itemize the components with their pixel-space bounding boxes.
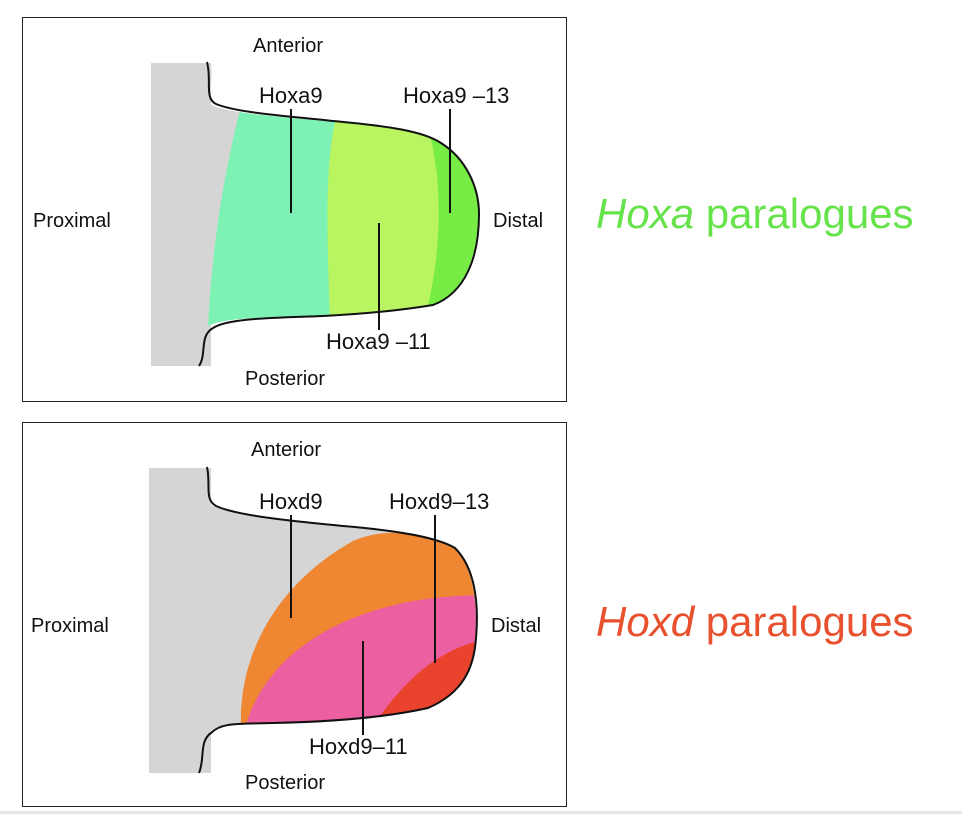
- hoxa-posterior-label: Posterior: [245, 368, 325, 390]
- hoxd9-11-gene-label: Hoxd9–11: [309, 734, 408, 759]
- hoxd-diagram-panel: Anterior Posterior Proximal Distal Hoxd9…: [22, 422, 567, 807]
- hoxd-anterior-label: Anterior: [251, 439, 321, 461]
- hoxa-diagram-panel: Anterior Posterior Proximal Distal Hoxa9…: [22, 17, 567, 402]
- hoxd-paralogues-title: Hoxd paralogues: [596, 598, 914, 646]
- hoxd-title-italic: Hoxd: [596, 598, 695, 645]
- hoxa-limb-bud-diagram: Anterior Posterior Proximal Distal Hoxa9…: [33, 35, 543, 390]
- hoxa-title-rest: paralogues: [694, 190, 914, 237]
- hoxa-body-wall-top: [151, 63, 212, 103]
- hoxd9-gene-label: Hoxd9: [259, 489, 323, 514]
- hoxd9-13-gene-label: Hoxd9–13: [389, 489, 489, 514]
- hoxd-limb-bud-outline: [198, 466, 478, 774]
- hoxa9-gene-label: Hoxa9: [259, 83, 323, 108]
- hoxa-anterior-label: Anterior: [253, 35, 323, 57]
- bottom-divider: [0, 811, 962, 814]
- hoxa-limb-bud-outline: [198, 61, 481, 367]
- hoxa-distal-label: Distal: [493, 210, 543, 232]
- hoxd-distal-label: Distal: [491, 615, 541, 637]
- hoxd-posterior-label: Posterior: [245, 772, 325, 794]
- hoxa9-11-gene-label: Hoxa9 –11: [326, 329, 431, 354]
- hoxa-paralogues-title: Hoxa paralogues: [596, 190, 914, 238]
- hoxa-title-italic: Hoxa: [596, 190, 695, 237]
- hoxd-proximal-label: Proximal: [31, 615, 109, 637]
- hoxd-title-rest: paralogues: [694, 598, 914, 645]
- hoxd-limb-bud-diagram: Anterior Posterior Proximal Distal Hoxd9…: [31, 439, 541, 794]
- hoxa9-13-gene-label: Hoxa9 –13: [403, 83, 509, 108]
- hoxa-proximal-label: Proximal: [33, 210, 111, 232]
